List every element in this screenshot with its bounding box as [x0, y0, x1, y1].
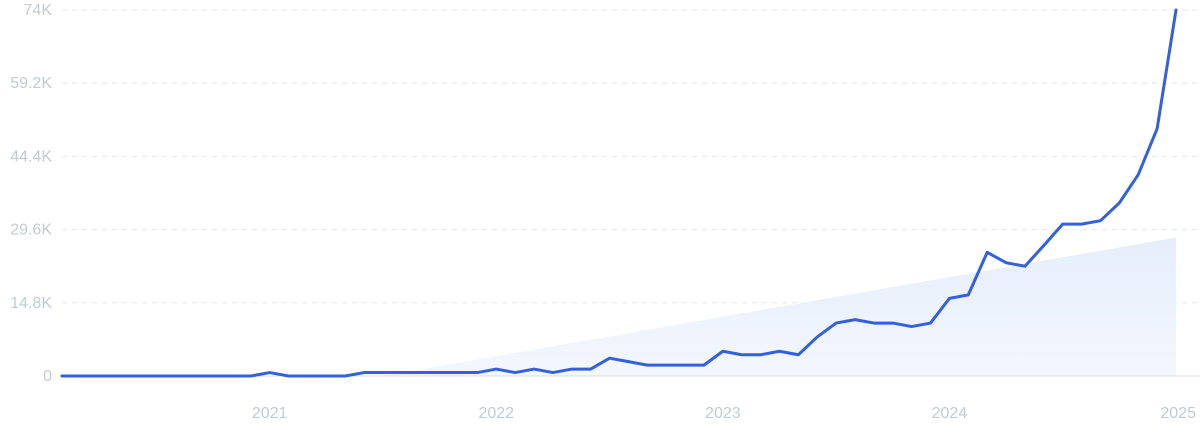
x-tick-label: 2024 [932, 405, 968, 422]
x-tick-label: 2023 [705, 405, 741, 422]
x-tick-label: 2025 [1160, 405, 1196, 422]
x-axis-ticks: 2021 2022 2023 2024 2025 [252, 405, 1196, 422]
grid-lines [62, 9, 1200, 304]
series-line [60, 8, 1178, 378]
y-tick-label: 29.6K [10, 222, 52, 239]
y-tick-label: 14.8K [10, 295, 52, 312]
trend-fill [382, 237, 1177, 376]
y-tick-label: 0 [43, 368, 52, 385]
y-tick-label: 44.4K [10, 148, 52, 165]
trend-area [382, 237, 1177, 376]
y-axis-ticks: 0 14.8K 29.6K 44.4K 59.2K 74K [10, 2, 52, 385]
x-tick-label: 2021 [252, 405, 288, 422]
y-tick-label: 74K [24, 2, 53, 19]
x-tick-label: 2022 [478, 405, 514, 422]
y-tick-label: 59.2K [10, 75, 52, 92]
series-line-path [60, 8, 1178, 378]
